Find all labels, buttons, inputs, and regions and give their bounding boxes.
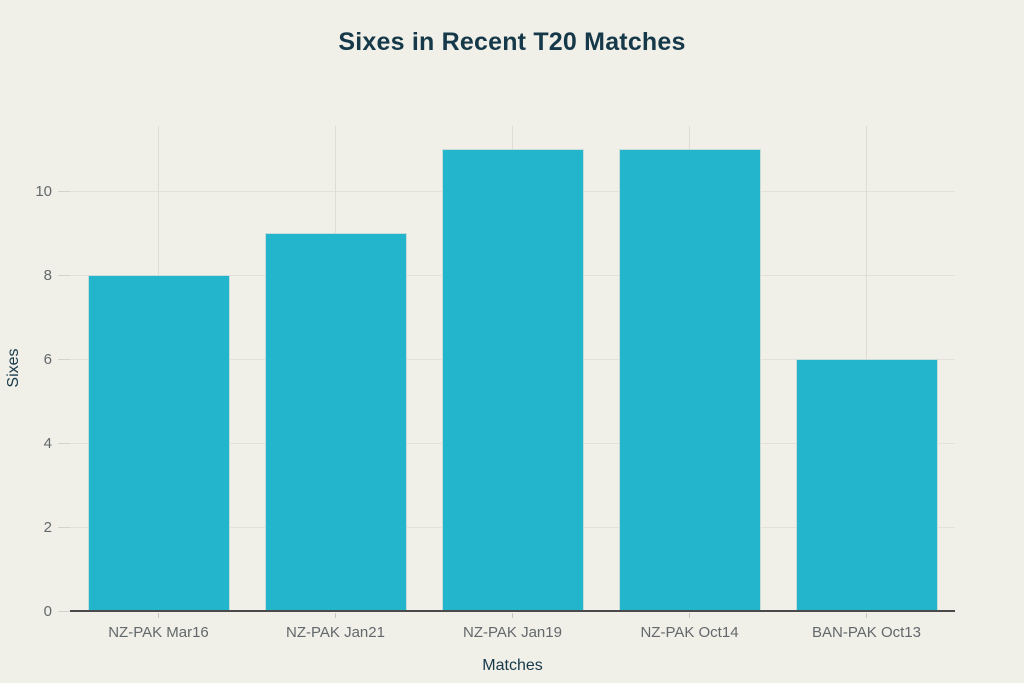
bar [618,149,761,611]
x-axis-title: Matches [482,657,543,674]
x-tick-mark [689,613,690,618]
y-tick-mark [58,358,70,360]
y-tick-label: 0 [43,602,52,620]
bar [441,149,584,611]
y-tick-mark [58,610,70,612]
x-tick-label: NZ-PAK Jan21 [286,624,385,641]
bar [795,359,938,611]
plot-area [70,126,955,611]
y-tick-mark [58,526,70,528]
y-tick-label: 4 [43,434,52,452]
x-tick-label: NZ-PAK Oct14 [640,624,739,641]
x-tick-mark [158,613,159,618]
chart-title: Sixes in Recent T20 Matches [338,28,686,56]
x-tick-label: NZ-PAK Jan19 [463,624,562,641]
x-tick-label: BAN-PAK Oct13 [812,624,921,641]
y-tick-mark [58,190,70,192]
y-tick-label: 8 [43,266,52,284]
x-tick-mark [335,613,336,618]
y-tick-mark [58,274,70,276]
bar [264,233,407,611]
x-tick-mark [866,613,867,618]
y-tick-mark [58,442,70,444]
x-tick-mark [512,613,513,618]
x-tick-label: NZ-PAK Mar16 [108,624,209,641]
y-tick-label: 2 [43,518,52,536]
y-tick-label: 6 [43,350,52,368]
y-tick-label: 10 [35,182,52,200]
bar [87,275,230,611]
x-axis-line [70,610,955,612]
